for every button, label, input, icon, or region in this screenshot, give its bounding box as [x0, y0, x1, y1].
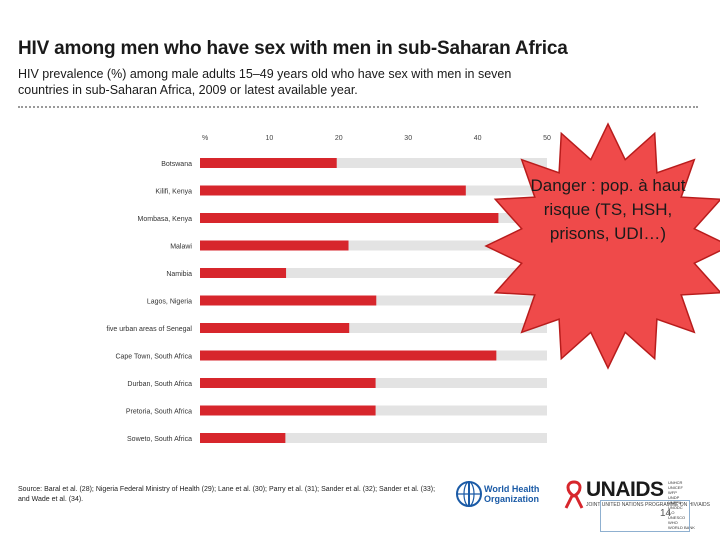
bar: [200, 158, 337, 168]
cosponsor: WORLD BANK: [668, 525, 695, 530]
bar-track: [200, 268, 547, 278]
bar: [200, 350, 497, 361]
page-number-box: [600, 500, 690, 532]
category-label: Soweto, South Africa: [127, 436, 192, 443]
category-label: Lagos, Nigeria: [147, 299, 192, 306]
bar: [200, 185, 466, 196]
who-line1: World Health: [484, 484, 540, 494]
danger-callout-text: Danger : pop. à haut risque (TS, HSH, pr…: [530, 176, 686, 243]
x-tick-label: 50: [543, 135, 551, 142]
bar-chart: % 10 20 30 40 50 Botswana Kilifi, Kenya Mombasa…: [106, 122, 720, 443]
bar-track: [200, 158, 547, 168]
cosponsor: UNFPA: [668, 500, 682, 505]
bar: [200, 213, 499, 223]
bar-track: [200, 240, 547, 251]
bar: [200, 323, 350, 333]
who-logo-icon: [456, 481, 482, 507]
cosponsor: UNICEF: [668, 485, 683, 490]
who-line2: Organization: [484, 494, 540, 504]
unaids-wordmark: UNAIDS: [586, 478, 664, 501]
category-label: Kilifi, Kenya: [155, 189, 192, 196]
bar: [200, 378, 376, 388]
who-logo-text: World Health Organization: [484, 484, 539, 504]
bar: [200, 433, 286, 443]
cosponsor: UNESCO: [668, 515, 686, 520]
category-label: Malawi: [170, 244, 192, 251]
x-tick-label: 20: [335, 135, 343, 142]
category-label: Botswana: [161, 161, 192, 168]
cosponsor: WFP: [668, 490, 677, 495]
bar-track: [200, 323, 547, 333]
unaids-tagline: JOINT UNITED NATIONS PROGRAMME ON HIV/AI…: [586, 502, 710, 508]
bar-track: [200, 433, 547, 443]
cosponsor: WHO: [668, 520, 678, 525]
unaids-cosponsors: UNHCR UNICEF WFP UNDP UNFPA UNODC ILO UN…: [668, 480, 695, 530]
unaids-ribbon-icon: [564, 480, 584, 509]
cosponsor: UNODC: [668, 505, 683, 510]
bar: [200, 405, 376, 416]
bar: [200, 295, 377, 306]
category-label: Durban, South Africa: [127, 381, 192, 388]
chart-title: HIV among men who have sex with men in s…: [18, 38, 568, 59]
dotted-divider: [18, 106, 698, 108]
category-label: Mombasa, Kenya: [138, 216, 193, 223]
bar: [200, 240, 349, 251]
category-label: Cape Town, South Africa: [115, 354, 192, 361]
category-label: five urban areas of Senegal: [106, 326, 192, 333]
axis-unit-label: %: [202, 135, 208, 142]
x-tick-label: 30: [404, 135, 412, 142]
page-number: 14: [660, 508, 672, 519]
category-label: Pretoria, South Africa: [126, 409, 192, 416]
source-note: Source: Baral et al. (28); Nigeria Feder…: [18, 486, 436, 503]
category-label: Namibia: [166, 271, 192, 278]
x-tick-label: 40: [474, 135, 482, 142]
x-tick-label: 10: [266, 135, 274, 142]
bar: [200, 268, 287, 278]
chart-subtitle: HIV prevalence (%) among male adults 15–…: [18, 67, 512, 97]
cosponsor: UNDP: [668, 495, 680, 500]
cosponsor: UNHCR: [668, 480, 683, 485]
starburst-callout-icon: [484, 122, 720, 370]
cosponsor: ILO: [668, 510, 675, 515]
